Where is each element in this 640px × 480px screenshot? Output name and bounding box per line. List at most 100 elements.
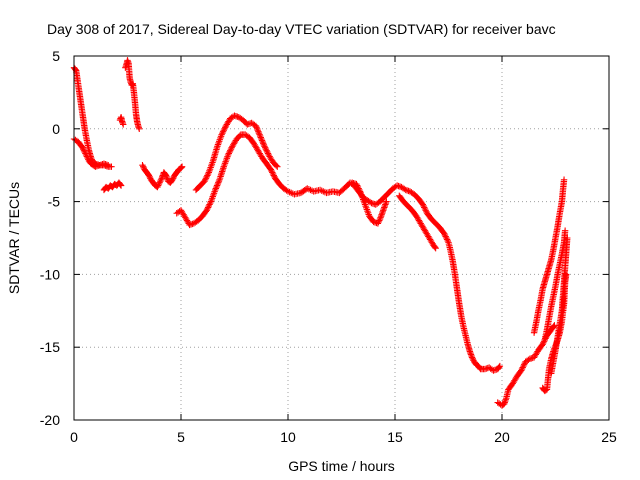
data-point	[228, 144, 235, 151]
data-point	[444, 237, 451, 245]
data-point	[561, 227, 569, 234]
data-point	[525, 356, 532, 364]
series-8	[349, 179, 390, 227]
y-tick-label: -15	[40, 339, 60, 355]
data-point	[219, 129, 226, 137]
data-point	[254, 127, 261, 134]
data-point	[117, 182, 125, 189]
data-point	[258, 137, 266, 144]
data-point	[540, 339, 547, 347]
data-point	[264, 148, 271, 156]
series-7	[173, 131, 504, 374]
data-point	[356, 188, 364, 195]
data-point	[203, 207, 210, 214]
data-point	[260, 141, 268, 149]
data-point	[145, 172, 153, 179]
data-point	[258, 135, 265, 143]
data-point	[431, 244, 439, 251]
data-point	[214, 180, 221, 188]
data-point	[169, 175, 177, 182]
data-layer	[70, 57, 571, 409]
series-5	[139, 162, 186, 191]
data-point	[226, 148, 233, 156]
data-point	[225, 150, 232, 157]
data-point	[354, 183, 362, 191]
series-4	[122, 57, 143, 132]
data-point	[105, 162, 112, 169]
x-axis-label: GPS time / hours	[288, 458, 395, 474]
series-2	[100, 179, 125, 194]
data-point	[253, 124, 260, 131]
data-point	[215, 179, 222, 186]
data-point	[383, 198, 390, 205]
data-point	[224, 151, 232, 159]
data-point	[442, 233, 449, 240]
data-point	[82, 150, 89, 157]
data-point	[422, 207, 429, 214]
data-point	[441, 230, 448, 237]
data-point	[204, 204, 212, 211]
plot-frame	[73, 55, 610, 421]
series-14	[548, 234, 571, 377]
data-point	[443, 234, 450, 242]
data-point	[539, 341, 546, 348]
data-point	[108, 163, 115, 170]
data-point	[80, 147, 88, 154]
grid-layer	[74, 56, 609, 420]
series-10	[494, 322, 558, 409]
data-point	[212, 185, 220, 192]
data-point	[269, 169, 276, 176]
data-point	[255, 128, 262, 135]
data-point	[155, 180, 163, 188]
data-point	[83, 153, 91, 160]
data-point	[202, 175, 210, 182]
data-point	[421, 204, 428, 211]
data-point	[560, 176, 568, 183]
data-point	[375, 218, 382, 226]
data-point	[157, 176, 165, 183]
data-point	[156, 179, 163, 186]
data-point	[550, 323, 557, 330]
y-tick-label: -20	[40, 412, 60, 428]
data-point	[401, 185, 408, 193]
data-point	[353, 180, 360, 188]
series-0	[70, 64, 115, 170]
data-point	[259, 138, 266, 146]
data-point	[518, 365, 526, 373]
data-point	[270, 172, 277, 179]
data-point	[201, 178, 208, 185]
data-point	[139, 162, 146, 169]
data-point	[263, 147, 270, 154]
series-6	[192, 112, 281, 194]
data-point	[206, 201, 213, 208]
data-point	[202, 176, 209, 183]
data-point	[273, 162, 280, 169]
tick-layer: 0 5 10 15 20 25 -20 -15 -10 -5 0 5	[40, 48, 617, 445]
data-point	[496, 362, 504, 370]
data-point	[267, 166, 275, 173]
data-point	[81, 148, 88, 156]
data-point	[80, 145, 87, 153]
data-point	[307, 186, 314, 194]
data-point	[269, 170, 277, 178]
data-point	[204, 170, 212, 178]
data-point	[443, 236, 451, 243]
x-tick-label: 25	[601, 429, 617, 445]
data-point	[212, 186, 219, 194]
data-point	[220, 127, 227, 134]
data-point	[374, 220, 382, 227]
data-point	[178, 163, 186, 170]
series-1	[70, 135, 112, 170]
data-point	[218, 131, 225, 138]
data-point	[376, 217, 383, 224]
data-point	[564, 234, 571, 242]
y-axis-label: SDTVAR / TECUs	[6, 182, 22, 294]
data-point	[227, 145, 235, 153]
data-point	[84, 154, 91, 162]
data-point	[222, 124, 229, 131]
data-point	[215, 178, 223, 185]
data-point	[468, 354, 476, 361]
x-tick-label: 20	[494, 429, 510, 445]
data-point	[256, 132, 264, 140]
